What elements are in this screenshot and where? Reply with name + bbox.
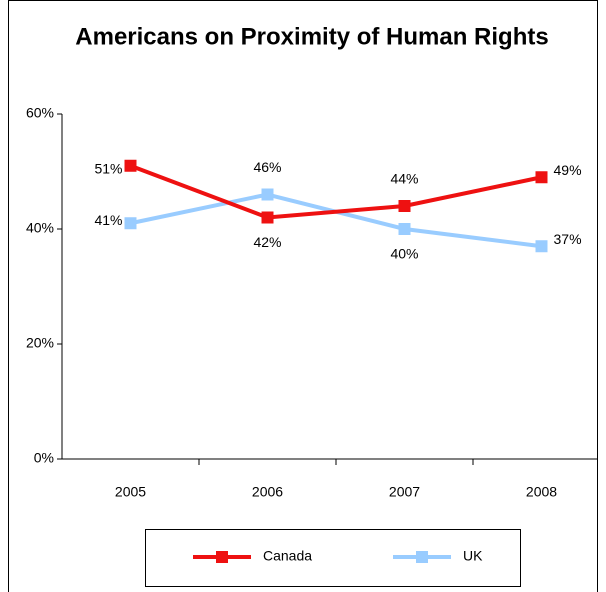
data-label: 49% [554, 162, 582, 178]
data-label: 44% [390, 171, 418, 187]
chart-title: Americans on Proximity of Human Rights [75, 23, 548, 50]
y-tick-label: 40% [26, 220, 54, 236]
data-label: 42% [253, 234, 281, 250]
point-marker [398, 223, 411, 235]
frame [8, 0, 598, 592]
y-tick-label: 0% [34, 450, 54, 466]
legend-marker [216, 551, 228, 563]
x-tick-label: 2007 [389, 484, 420, 500]
point-marker [261, 188, 274, 201]
x-tick-label: 2008 [526, 484, 557, 500]
legend-box [145, 529, 521, 587]
y-tick-label: 60% [26, 105, 54, 121]
point-marker [398, 200, 411, 212]
legend-marker [416, 551, 428, 563]
data-label: 40% [390, 246, 418, 262]
point-marker [535, 240, 548, 253]
data-label: 46% [253, 159, 281, 175]
data-label: 37% [554, 231, 582, 247]
data-label: 51% [94, 160, 122, 176]
x-tick-label: 2005 [115, 484, 146, 500]
legend-label: Canada [263, 548, 312, 564]
y-tick-label: 20% [26, 335, 54, 351]
point-marker [124, 159, 137, 172]
series-line [129, 163, 542, 220]
point-marker [261, 211, 274, 224]
data-label: 41% [94, 212, 122, 228]
legend-label: UK [463, 548, 483, 564]
x-tick-label: 2006 [252, 484, 283, 500]
point-marker [124, 217, 137, 230]
point-marker [535, 171, 548, 184]
series-line [130, 192, 542, 249]
